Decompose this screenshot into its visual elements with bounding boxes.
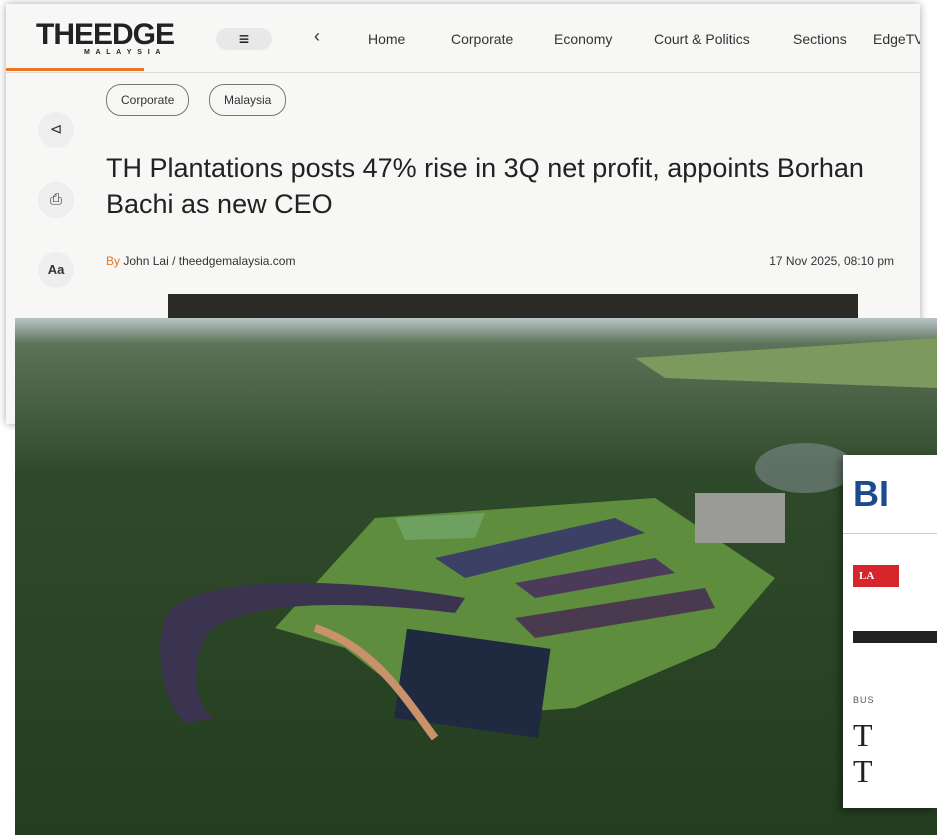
header: THEEDGE M A L A Y S I A ≡ ‹ Home Corpora…: [6, 4, 920, 73]
menu-button[interactable]: ≡: [216, 28, 272, 50]
tag[interactable]: Corporate: [106, 84, 189, 116]
article-title: TH Plantations posts 47% rise in 3Q net …: [106, 150, 906, 222]
active-underline: [6, 68, 144, 71]
tag[interactable]: Malaysia: [209, 84, 286, 116]
page: THEEDGE M A L A Y S I A ≡ ‹ Home Corpora…: [0, 0, 937, 835]
section: BUS: [853, 695, 875, 705]
author[interactable]: John Lai /: [123, 254, 175, 268]
nav-item[interactable]: Home: [368, 31, 405, 47]
font-button[interactable]: Aa: [38, 252, 74, 288]
headline-line: T: [853, 753, 873, 789]
nav-item[interactable]: Sections: [793, 31, 847, 47]
nav-item[interactable]: Corporate: [451, 31, 513, 47]
nav-item[interactable]: EdgeTV: [873, 31, 920, 47]
nav-item[interactable]: Court & Politics: [654, 31, 750, 47]
logo-sub: M A L A Y S I A: [84, 49, 163, 56]
by: By: [106, 254, 120, 268]
logo[interactable]: THEEDGE: [36, 18, 174, 52]
masthead: BI: [853, 473, 889, 515]
nav-item[interactable]: Economy: [554, 31, 612, 47]
headline-line: T: [853, 717, 873, 753]
aerial-photo: [15, 318, 937, 835]
nav-back[interactable]: ‹: [314, 26, 320, 47]
print-button[interactable]: ⎙: [38, 182, 74, 218]
side-card: BI LA BUS T T: [843, 455, 937, 808]
bar: [853, 631, 937, 643]
byline: By John Lai / theedgemalaysia.com: [106, 254, 295, 268]
divider: [843, 533, 937, 534]
date: 17 Nov 2025, 08:10 pm: [769, 254, 894, 268]
share-button[interactable]: ⊲: [38, 112, 74, 148]
badge: LA: [853, 565, 899, 587]
source: theedgemalaysia.com: [179, 254, 296, 268]
